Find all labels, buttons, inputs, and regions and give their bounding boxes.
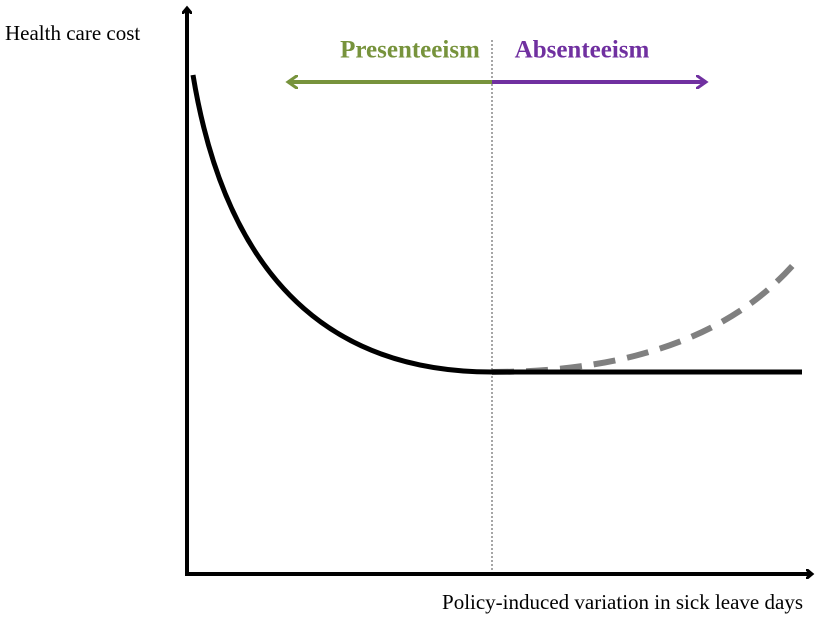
x-axis-label: Policy-induced variation in sick leave d… [442,590,803,614]
cost-curve [190,74,802,375]
absenteeism-label: Absenteeism [515,37,650,64]
presenteeism-label: Presenteeism [340,37,480,64]
y-axis-label: Health care cost [5,21,140,45]
dashed-curve [491,255,803,375]
